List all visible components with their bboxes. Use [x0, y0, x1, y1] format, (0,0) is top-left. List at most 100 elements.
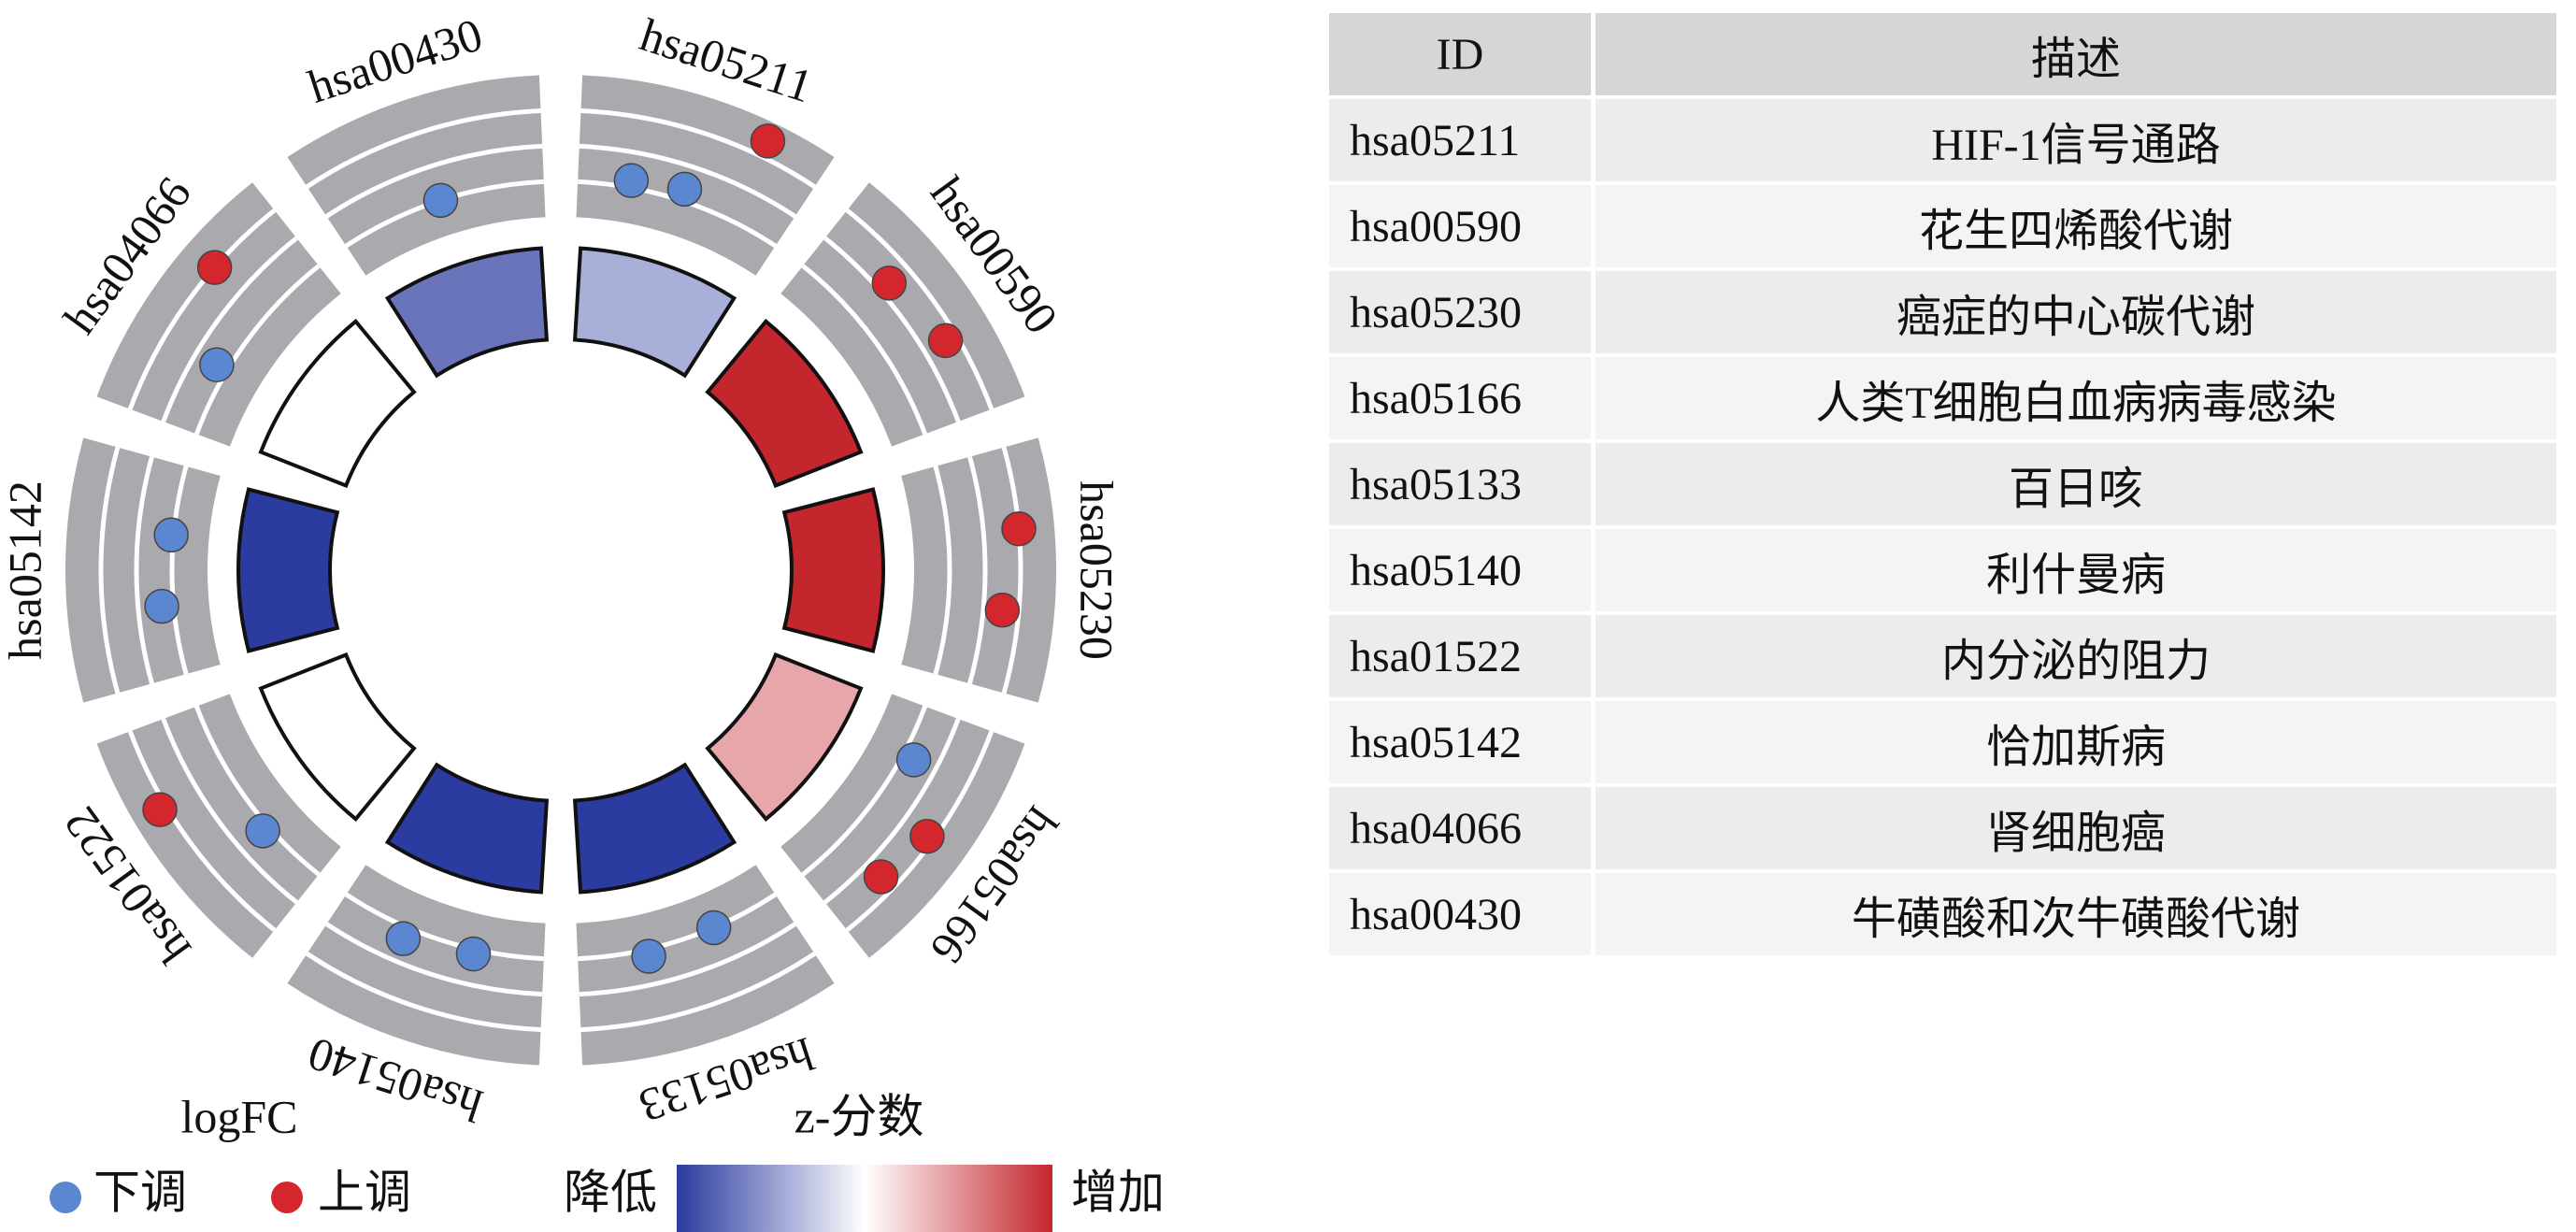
- table-row: hsa04066 肾细胞癌: [1329, 787, 2556, 869]
- grid-line: [161, 236, 298, 423]
- gene-point: [895, 742, 932, 778]
- legend-label: 降低: [564, 1166, 657, 1218]
- logfc-track: [576, 865, 835, 1066]
- gene-point: [927, 322, 964, 359]
- table-row: hsa05140 利什曼病: [1329, 529, 2556, 611]
- gene-point: [199, 347, 235, 383]
- gene-point: [142, 792, 178, 827]
- gene-point: [909, 818, 945, 854]
- zscore-bar: [705, 318, 864, 489]
- table-cell: 癌症的中心碳代谢: [1596, 271, 2556, 353]
- grid-line: [580, 107, 816, 189]
- legend-label: 增加: [1071, 1166, 1165, 1218]
- table-cell: hsa05140: [1329, 529, 1591, 611]
- legend-label: 下调: [93, 1166, 187, 1218]
- grid-line: [98, 446, 121, 695]
- table-cell: 花生四烯酸代谢: [1596, 185, 2556, 267]
- zscore-bar: [384, 762, 550, 895]
- grid-line: [801, 264, 927, 436]
- sector-label: hsa05142: [0, 480, 50, 660]
- legend-title: z-分数: [794, 1090, 924, 1142]
- gene-point: [666, 171, 703, 208]
- table-cell: hsa05211: [1329, 99, 1591, 181]
- legend-swatch: [271, 1182, 303, 1213]
- color-scale: [677, 1165, 1052, 1232]
- gene-point: [153, 517, 189, 553]
- grid-line: [134, 456, 154, 684]
- table-cell: hsa01522: [1329, 615, 1591, 697]
- gene-point: [422, 182, 459, 219]
- zscore-bar: [572, 246, 737, 379]
- gene-point: [613, 163, 650, 198]
- table-cell: 内分泌的阻力: [1596, 615, 2556, 697]
- table-row: hsa05142 恰加斯病: [1329, 701, 2556, 783]
- zscore-bar: [384, 246, 550, 379]
- grid-line: [194, 264, 321, 436]
- grid-line: [579, 922, 796, 997]
- table-cell: hsa05166: [1329, 357, 1591, 439]
- chart: hsa05211hsa00590hsa05230hsa05166hsa05133…: [0, 7, 1165, 1232]
- table-cell: hsa00430: [1329, 873, 1591, 955]
- grid-line: [801, 705, 927, 877]
- grid-line: [579, 143, 796, 219]
- table-cell: 牛磺酸和次牛磺酸代谢: [1596, 873, 2556, 955]
- gene-point: [1001, 510, 1037, 547]
- logfc-track: [780, 694, 1025, 958]
- table-row: hsa05211 HIF-1信号通路: [1329, 99, 2556, 181]
- logfc-track: [96, 694, 341, 958]
- table-cell: hsa00590: [1329, 185, 1591, 267]
- zscore-bar: [572, 762, 737, 895]
- table-header: ID 描述: [1329, 13, 2556, 95]
- zscore-bar: [705, 652, 864, 823]
- gene-point: [245, 813, 280, 849]
- grid-line: [933, 466, 952, 675]
- header-cell: 描述: [1596, 13, 2556, 95]
- grid-line: [194, 705, 321, 877]
- table-cell: hsa05133: [1329, 443, 1591, 525]
- grid-line: [161, 718, 298, 905]
- gene-point: [984, 592, 1021, 628]
- table-row: hsa00430 牛磺酸和次牛磺酸代谢: [1329, 873, 2556, 955]
- table: ID 描述 hsa05211 HIF-1信号通路 hsa00590 花生四烯酸代谢 hsa0…: [1329, 13, 2556, 959]
- zscore-bar: [781, 487, 885, 653]
- grid-line: [823, 718, 961, 905]
- table-cell: 恰加斯病: [1596, 701, 2556, 783]
- gene-point: [750, 123, 786, 159]
- grid-line: [325, 922, 543, 997]
- header-cell: ID: [1329, 13, 1591, 95]
- grid-line: [127, 730, 277, 932]
- gene-point: [196, 250, 233, 285]
- gene-point: [871, 265, 908, 301]
- legend-title: logFC: [180, 1090, 297, 1142]
- table-cell: hsa05142: [1329, 701, 1591, 783]
- legend-swatch: [50, 1182, 81, 1213]
- zscore-bar: [236, 487, 340, 653]
- table-cell: 人类T细胞白血病病毒感染: [1596, 357, 2556, 439]
- gene-point: [631, 938, 666, 974]
- table-row: hsa00590 花生四烯酸代谢: [1329, 185, 2556, 267]
- table-cell: 百日咳: [1596, 443, 2556, 525]
- legend-label: 上调: [318, 1166, 411, 1218]
- table-row: hsa01522 内分泌的阻力: [1329, 615, 2556, 697]
- grid-line: [578, 892, 777, 962]
- sector-label: hsa05230: [1071, 480, 1123, 660]
- table-row: hsa05166 人类T细胞白血病病毒感染: [1329, 357, 2556, 439]
- gene-point: [695, 910, 732, 946]
- logfc-track: [287, 75, 546, 276]
- logfc-track: [780, 182, 1025, 447]
- grid-line: [169, 466, 189, 675]
- table-cell: hsa05230: [1329, 271, 1591, 353]
- gene-point: [455, 936, 492, 972]
- gene-point: [144, 588, 179, 624]
- table-cell: HIF-1信号通路: [1596, 99, 2556, 181]
- table-cell: 肾细胞癌: [1596, 787, 2556, 869]
- gene-point: [863, 859, 899, 895]
- grid-line: [345, 892, 544, 962]
- grid-line: [306, 107, 541, 189]
- zscore-bar: [258, 652, 417, 823]
- logfc-track: [287, 865, 546, 1066]
- grid-line: [580, 952, 816, 1033]
- grid-line: [845, 208, 995, 410]
- table-cell: 利什曼病: [1596, 529, 2556, 611]
